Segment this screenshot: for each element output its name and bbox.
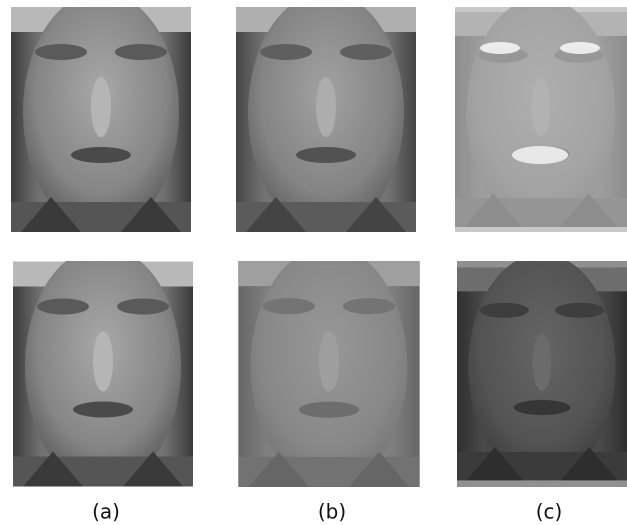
panel-b-top <box>236 0 416 232</box>
panel-b-bottom <box>238 246 420 487</box>
panel-a-top <box>11 0 191 232</box>
panel-c-bottom <box>457 254 627 487</box>
caption: (b) <box>318 500 346 524</box>
figure: (a) (b) (c) <box>0 0 627 525</box>
panel-a-bottom <box>13 247 193 487</box>
page: {"panels": [{"label": "(a)"}, {"label": … <box>0 0 627 525</box>
caption: (a) <box>92 500 120 524</box>
caption: (c) <box>536 500 563 524</box>
panel-c-top <box>455 0 627 232</box>
